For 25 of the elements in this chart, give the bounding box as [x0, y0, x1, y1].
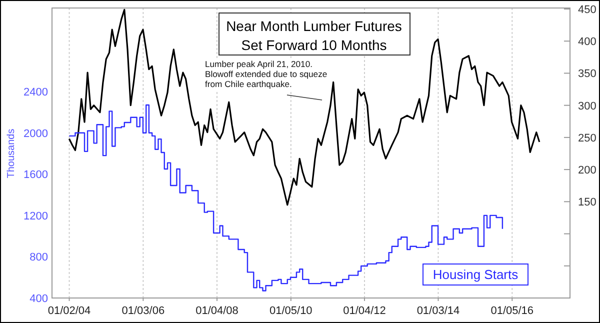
x-tick-label: 01/05/10 — [269, 305, 312, 317]
y-tick-label: 1200 — [24, 210, 48, 222]
y2-tick-label: 150 — [578, 196, 596, 209]
x-tick-label: 01/02/04 — [48, 305, 91, 317]
y-tick-label: 800 — [30, 252, 48, 264]
line-series — [68, 8, 540, 206]
y2-tick-label: 250 — [578, 132, 596, 144]
y-tick-label: 2400 — [24, 86, 48, 99]
x-tick-label: 01/05/16 — [490, 305, 534, 317]
y-axis-title: Thousands — [6, 128, 17, 178]
y2-tick-label: 450 — [578, 4, 596, 16]
series-label: Housing Starts — [432, 267, 519, 282]
y2-tick-label: 400 — [578, 36, 596, 48]
text: Near Month Lumber Futures Set Forward 10 Months — [226, 18, 402, 53]
x-tick-label: 01/04/08 — [196, 305, 238, 317]
y-tick-label: 2000 — [24, 128, 48, 140]
y-tick-label: 1600 — [24, 169, 48, 182]
annotation: Lumber peak April 21, 2010. Blowoff extended due to squeze from Chile earthquake. — [205, 59, 328, 89]
y2-tick-label: 350 — [578, 68, 596, 80]
x-tick-label: 01/03/14 — [416, 305, 460, 317]
x-tick-label: 01/03/06 — [122, 305, 165, 317]
y2-tick-label: 200 — [578, 164, 596, 177]
x-tick-label: 01/04/12 — [343, 305, 386, 317]
y2-tick-label: 300 — [578, 100, 596, 112]
y-tick-label: 400 — [30, 293, 48, 305]
